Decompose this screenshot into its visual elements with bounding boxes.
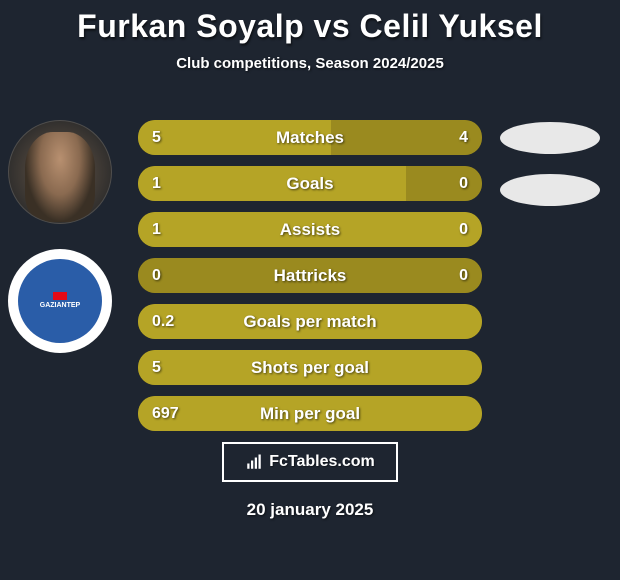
player-head-shape — [25, 132, 95, 222]
stat-label: Hattricks — [138, 258, 482, 293]
stat-label: Goals per match — [138, 304, 482, 339]
stat-label: Shots per goal — [138, 350, 482, 385]
chart-icon — [245, 453, 263, 471]
oval-placeholder — [500, 174, 600, 206]
page-title: Furkan Soyalp vs Celil Yuksel — [0, 0, 620, 45]
page-subtitle: Club competitions, Season 2024/2025 — [0, 55, 620, 72]
right-oval-column — [500, 122, 600, 206]
stat-value-right: 0 — [459, 212, 468, 247]
stat-value-left: 1 — [152, 166, 161, 201]
stat-bar: Shots per goal5 — [138, 350, 482, 385]
stat-bar: Matches5 4 — [138, 120, 482, 155]
flag-icon — [53, 292, 67, 300]
stat-label: Assists — [138, 212, 482, 247]
stat-value-right: 4 — [459, 120, 468, 155]
stat-value-left: 1 — [152, 212, 161, 247]
stat-value-left: 0 — [152, 258, 161, 293]
stat-bar: Min per goal697 — [138, 396, 482, 431]
stat-bar: Goals per match0.2 — [138, 304, 482, 339]
stat-bar: Hattricks0 0 — [138, 258, 482, 293]
stat-bar: Assists1 0 — [138, 212, 482, 247]
club-logo-inner: GAZIANTEP — [18, 259, 102, 343]
stat-value-right: 0 — [459, 258, 468, 293]
oval-placeholder — [500, 122, 600, 154]
stat-value-left: 697 — [152, 396, 179, 431]
stat-bar: Goals1 0 — [138, 166, 482, 201]
stat-value-left: 0.2 — [152, 304, 174, 339]
club-logo: GAZIANTEP — [8, 249, 112, 353]
avatar-column: GAZIANTEP — [8, 120, 112, 353]
stat-value-right: 0 — [459, 166, 468, 201]
stat-value-left: 5 — [152, 120, 161, 155]
brand-badge: FcTables.com — [222, 442, 398, 482]
brand-text: FcTables.com — [269, 453, 375, 471]
stat-label: Min per goal — [138, 396, 482, 431]
date-text: 20 january 2025 — [0, 500, 620, 520]
stat-value-left: 5 — [152, 350, 161, 385]
stat-label: Matches — [138, 120, 482, 155]
club-logo-text: GAZIANTEP — [40, 302, 80, 310]
stat-label: Goals — [138, 166, 482, 201]
stats-bars: Matches54Goals10Assists10Hattricks00Goal… — [138, 120, 482, 431]
player-avatar — [8, 120, 112, 224]
